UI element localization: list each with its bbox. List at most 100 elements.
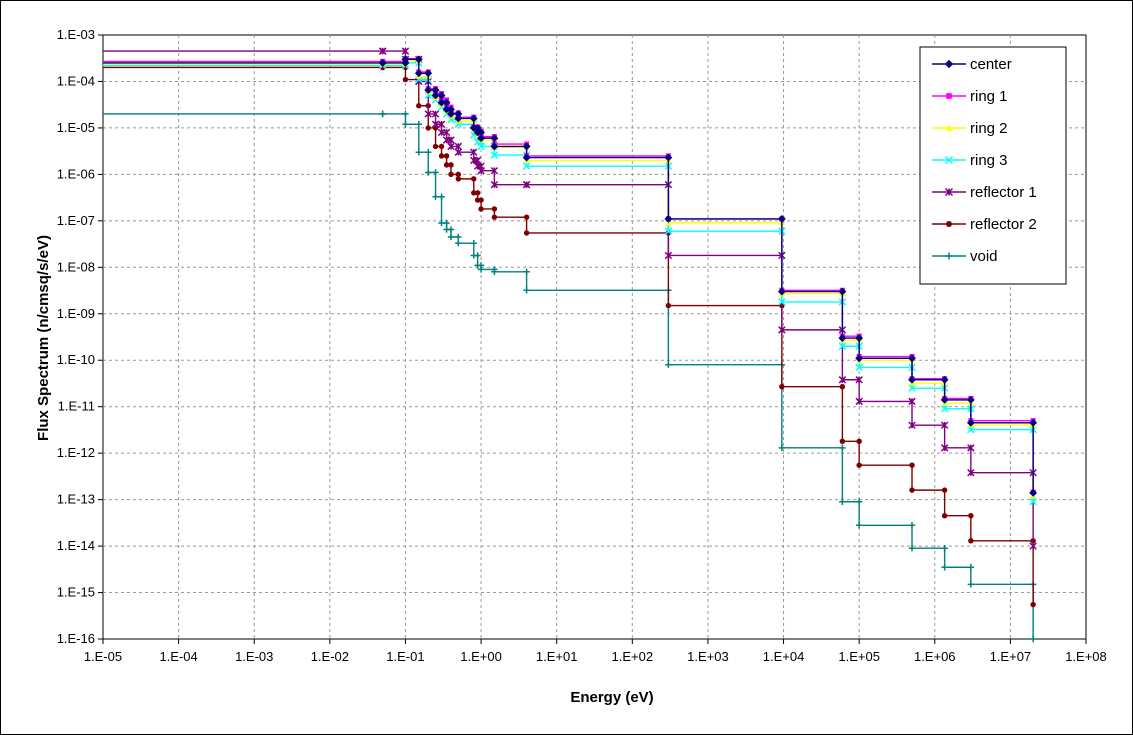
diamond-marker	[477, 134, 485, 143]
legend-label: ring 3	[970, 152, 1008, 169]
x-marker	[490, 151, 499, 159]
x-marker	[664, 227, 673, 235]
star-marker	[664, 251, 673, 260]
circle-marker	[455, 171, 462, 178]
circle-marker	[491, 214, 498, 220]
data-point	[838, 376, 847, 384]
diamond-marker	[424, 69, 433, 78]
plus-marker	[425, 149, 432, 156]
data-point	[438, 143, 445, 150]
data-point	[940, 421, 949, 429]
star-marker	[778, 326, 786, 334]
x-tick-label: 1.E-04	[159, 649, 197, 664]
legend-label: void	[970, 248, 998, 265]
diamond-marker	[469, 114, 478, 123]
star-marker	[490, 180, 499, 189]
x-marker	[522, 162, 531, 170]
data-point	[522, 142, 531, 151]
data-point	[454, 142, 463, 151]
plus-marker	[665, 361, 672, 368]
data-point	[779, 383, 785, 390]
data-point	[432, 193, 439, 200]
x-marker	[778, 298, 786, 306]
data-point	[523, 268, 530, 276]
data-point	[778, 444, 786, 452]
plus-marker	[839, 444, 846, 452]
circle-marker	[839, 438, 846, 445]
x-marker	[940, 405, 949, 413]
plus-marker	[945, 252, 953, 260]
circle-marker	[1030, 601, 1036, 608]
star-marker	[424, 110, 432, 118]
data-point	[839, 444, 846, 452]
data-point	[1029, 418, 1038, 427]
circle-marker	[968, 538, 974, 544]
star-marker	[855, 397, 863, 406]
diamond-marker	[664, 153, 673, 162]
data-point	[665, 302, 672, 309]
data-point	[447, 226, 455, 233]
data-point	[940, 395, 949, 404]
diamond-marker	[522, 142, 531, 151]
plus-marker	[491, 268, 498, 276]
data-point	[424, 69, 433, 78]
star-marker	[454, 142, 463, 151]
circle-marker	[941, 513, 948, 519]
data-point	[945, 124, 953, 131]
diamond-marker	[940, 395, 949, 404]
diamond-marker	[777, 287, 786, 296]
data-point	[908, 375, 916, 384]
circle-marker	[665, 302, 672, 309]
data-point	[478, 206, 484, 212]
plus-marker	[455, 233, 462, 241]
x-axis-title: Energy (eV)	[570, 689, 653, 706]
plus-marker	[523, 268, 530, 276]
circle-marker	[941, 487, 948, 493]
data-point	[909, 462, 915, 468]
data-point	[1029, 488, 1038, 497]
circle-marker	[779, 383, 785, 390]
x-tick-label: 1.E+00	[460, 649, 502, 664]
y-tick-label: 1.E-10	[57, 352, 95, 367]
data-point	[491, 214, 498, 220]
circle-marker	[448, 162, 454, 168]
x-marker	[944, 155, 954, 165]
data-point	[455, 176, 462, 182]
diamond-marker	[522, 153, 531, 162]
data-point	[415, 121, 422, 128]
square-marker	[946, 93, 952, 99]
diamond-marker	[447, 110, 455, 118]
diamond-marker	[944, 59, 954, 69]
star-marker	[490, 166, 499, 175]
y-axis-title: Flux Spectrum (n/cmsq/s/eV)	[35, 235, 52, 441]
data-point	[839, 498, 846, 505]
data-point	[944, 59, 954, 69]
data-point	[909, 487, 915, 493]
star-marker	[437, 120, 446, 128]
legend-item-reflector-2: reflector 2	[932, 216, 1037, 233]
circle-marker	[438, 143, 445, 150]
data-point	[855, 354, 864, 363]
data-point	[523, 230, 530, 236]
data-point	[437, 91, 446, 100]
star-marker	[401, 47, 410, 55]
circle-marker	[839, 383, 846, 390]
data-point	[447, 110, 455, 118]
data-point	[490, 142, 499, 151]
x-tick-label: 1.E+05	[838, 649, 880, 664]
diamond-marker	[401, 55, 410, 64]
data-point	[523, 214, 530, 220]
data-point	[908, 354, 916, 363]
circle-marker	[478, 197, 484, 203]
data-point	[425, 125, 431, 131]
circle-marker	[909, 487, 915, 493]
star-marker	[442, 128, 451, 137]
diamond-marker	[838, 287, 847, 296]
data-point	[490, 151, 499, 159]
data-point	[777, 287, 786, 296]
data-point	[522, 153, 531, 162]
x-tick-label: 1.E-05	[84, 649, 122, 664]
y-tick-label: 1.E-11	[58, 399, 95, 414]
diamond-marker	[1029, 488, 1038, 497]
plus-marker	[908, 522, 916, 529]
